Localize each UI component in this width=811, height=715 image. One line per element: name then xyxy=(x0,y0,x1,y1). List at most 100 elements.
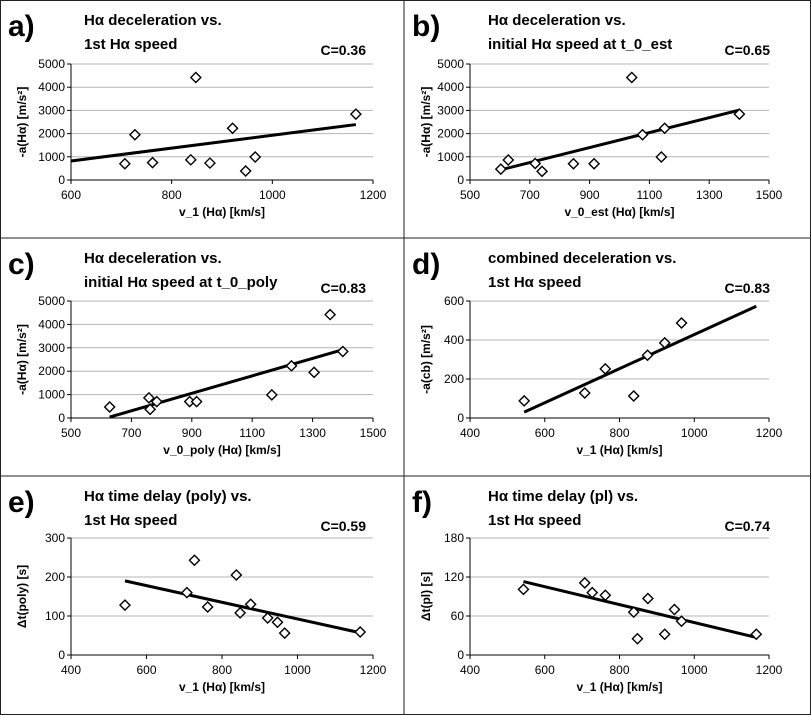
regression-line xyxy=(523,304,757,414)
data-point-marker xyxy=(636,128,649,141)
data-point-marker xyxy=(226,122,239,135)
y-tick-label: 300 xyxy=(45,531,65,545)
chart-title-line: 1st Hα speed xyxy=(84,512,177,529)
x-tick-label: 900 xyxy=(580,188,600,202)
y-tick-label: 100 xyxy=(45,609,65,623)
y-tick-label: 5000 xyxy=(437,57,464,71)
chart-title-line: Hα deceleration vs. xyxy=(84,250,222,267)
correlation-label: C=0.65 xyxy=(724,42,770,58)
panel-d: d) combined deceleration vs. 1st Hα speed C… xyxy=(412,248,783,457)
y-tick-label: 3000 xyxy=(437,103,464,117)
y-tick-label: 200 xyxy=(45,570,65,584)
x-axis-label: v_0_poly (Hα) [km/s] xyxy=(163,443,280,457)
chart-title-line: Hα deceleration vs. xyxy=(488,12,626,29)
y-tick-label: 3000 xyxy=(38,103,65,117)
x-tick-label: 1500 xyxy=(756,188,783,202)
y-tick-label: 1000 xyxy=(38,388,65,402)
data-point-marker xyxy=(261,611,274,624)
data-point-marker xyxy=(308,366,321,379)
data-point-marker xyxy=(230,569,243,582)
y-tick-label: 3000 xyxy=(38,341,65,355)
y-tick-label: 1000 xyxy=(437,150,464,164)
data-point-marker xyxy=(494,163,507,176)
regression-line xyxy=(499,108,740,172)
y-tick-label: 0 xyxy=(58,648,65,662)
correlation-label: C=0.74 xyxy=(724,518,770,534)
x-tick-label: 800 xyxy=(162,188,182,202)
data-point-marker xyxy=(349,108,362,121)
data-point-marker xyxy=(599,362,612,375)
data-point-marker xyxy=(641,592,654,605)
data-point-marker xyxy=(271,616,284,629)
y-tick-label: 2000 xyxy=(38,127,65,141)
data-point-marker xyxy=(517,583,530,596)
chart-title-line: Hα time delay (poly) vs. xyxy=(84,488,252,505)
data-point-marker xyxy=(188,554,201,567)
x-tick-label: 400 xyxy=(460,426,480,440)
x-axis-label: v_0_est (Hα) [km/s] xyxy=(564,205,674,219)
y-tick-label: 4000 xyxy=(437,80,464,94)
y-tick-label: 0 xyxy=(457,648,464,662)
data-point-marker xyxy=(502,154,515,167)
panel-b: b) Hα deceleration vs. initial Hα speed at… xyxy=(412,10,783,219)
data-point-marker xyxy=(586,586,599,599)
chart-title-line: combined deceleration vs. xyxy=(488,250,676,267)
panel-label: d) xyxy=(412,248,440,281)
x-tick-label: 1300 xyxy=(299,426,326,440)
y-axis-label: -a(cb) [m/s²] xyxy=(419,325,433,394)
chart-title-line: 1st Hα speed xyxy=(488,274,581,291)
chart-title-line: initial Hα speed at t_0_est xyxy=(488,36,672,53)
data-point-marker xyxy=(641,349,654,362)
data-point-marker xyxy=(675,615,688,628)
data-point-marker xyxy=(567,157,580,170)
y-tick-label: 600 xyxy=(444,294,464,308)
x-tick-label: 700 xyxy=(121,426,141,440)
correlation-label: C=0.59 xyxy=(320,518,366,534)
panel-label: a) xyxy=(8,10,35,43)
data-point-marker xyxy=(142,391,155,404)
x-tick-label: 600 xyxy=(535,663,555,677)
x-axis-label: v_1 (Hα) [km/s] xyxy=(179,205,265,219)
y-tick-label: 1000 xyxy=(38,150,65,164)
x-tick-label: 800 xyxy=(609,663,629,677)
y-tick-label: 60 xyxy=(451,609,465,623)
y-tick-label: 400 xyxy=(444,333,464,347)
panel-label: e) xyxy=(8,486,35,519)
panel-e: e) Hα time delay (poly) vs. 1st Hα speed C=… xyxy=(8,486,387,694)
data-point-marker xyxy=(675,317,688,330)
regression-line xyxy=(124,579,361,635)
x-tick-label: 1500 xyxy=(360,426,387,440)
data-point-marker xyxy=(103,401,116,413)
y-tick-label: 180 xyxy=(444,531,464,545)
data-point-marker xyxy=(536,165,549,178)
y-tick-label: 0 xyxy=(457,173,464,187)
data-point-marker xyxy=(658,336,671,349)
panel-c: c) Hα deceleration vs. initial Hα speed at… xyxy=(8,248,387,457)
y-axis-label: -a(Hα) [m/s²] xyxy=(419,87,433,158)
data-point-marker xyxy=(627,606,640,619)
y-tick-label: 0 xyxy=(58,173,65,187)
chart-title-line: Hα time delay (pl) vs. xyxy=(488,488,638,505)
data-point-marker xyxy=(668,603,681,616)
x-tick-label: 400 xyxy=(61,663,81,677)
data-point-marker xyxy=(655,151,668,164)
data-point-marker xyxy=(658,628,671,641)
x-tick-label: 1100 xyxy=(239,426,265,440)
x-tick-label: 1300 xyxy=(696,188,723,202)
x-tick-label: 1200 xyxy=(756,426,783,440)
regression-line xyxy=(70,123,357,163)
data-point-marker xyxy=(324,308,337,321)
data-point-marker xyxy=(150,395,163,408)
x-tick-label: 1000 xyxy=(259,188,286,202)
data-point-marker xyxy=(118,157,131,170)
data-point-marker xyxy=(588,157,601,170)
x-tick-label: 1000 xyxy=(681,663,708,677)
data-point-marker xyxy=(518,394,531,407)
data-point-marker xyxy=(733,108,746,121)
x-tick-label: 1200 xyxy=(360,188,387,202)
data-point-marker xyxy=(627,389,640,402)
data-point-marker xyxy=(190,395,203,408)
data-point-marker xyxy=(578,576,591,589)
data-point-marker xyxy=(203,157,216,170)
x-tick-label: 600 xyxy=(61,188,81,202)
